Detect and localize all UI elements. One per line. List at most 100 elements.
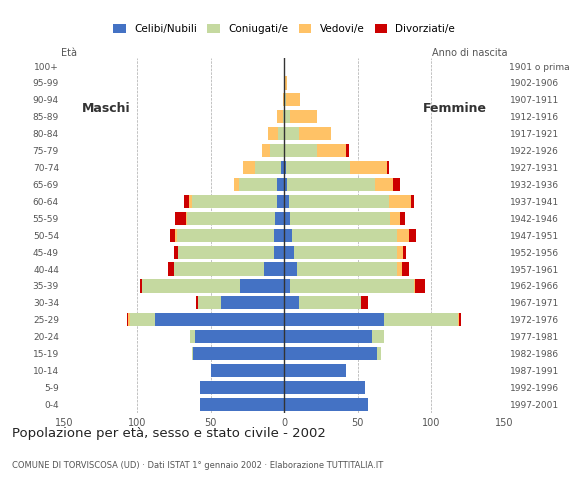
Bar xyxy=(240,279,284,292)
Bar xyxy=(459,313,461,326)
Bar xyxy=(262,144,270,157)
Bar xyxy=(190,330,194,343)
Bar xyxy=(277,178,284,191)
Bar xyxy=(198,296,221,310)
Text: Maschi: Maschi xyxy=(81,102,130,115)
Bar xyxy=(174,245,179,259)
Bar xyxy=(177,228,274,242)
Bar xyxy=(415,279,425,292)
Bar xyxy=(286,93,300,107)
Bar xyxy=(176,228,177,242)
Bar xyxy=(317,144,346,157)
Bar xyxy=(201,381,284,394)
Text: Età: Età xyxy=(61,48,77,58)
Bar xyxy=(284,263,298,276)
Bar xyxy=(186,212,187,225)
Bar xyxy=(290,110,317,123)
Bar xyxy=(372,330,384,343)
Bar xyxy=(196,296,198,310)
Bar xyxy=(187,212,276,225)
Bar xyxy=(277,195,284,208)
Bar xyxy=(397,263,402,276)
Bar xyxy=(284,245,295,259)
Bar xyxy=(389,195,411,208)
Bar xyxy=(282,93,284,107)
Bar xyxy=(184,195,188,208)
Bar xyxy=(387,161,389,174)
Text: Popolazione per età, sesso e stato civile - 2002: Popolazione per età, sesso e stato civil… xyxy=(12,427,325,440)
Bar xyxy=(264,263,284,276)
Bar xyxy=(188,195,191,208)
Bar xyxy=(284,144,317,157)
Bar xyxy=(238,178,277,191)
Bar xyxy=(155,313,284,326)
Bar xyxy=(282,110,284,123)
Bar xyxy=(400,212,405,225)
Bar xyxy=(411,195,414,208)
Bar xyxy=(375,178,393,191)
Text: Femmine: Femmine xyxy=(423,102,487,115)
Bar xyxy=(292,228,397,242)
Bar xyxy=(289,195,389,208)
Bar xyxy=(286,161,350,174)
Bar xyxy=(270,144,284,157)
Bar xyxy=(290,279,414,292)
Bar xyxy=(274,228,284,242)
Bar xyxy=(346,144,349,157)
Bar xyxy=(243,161,255,174)
Bar xyxy=(174,263,264,276)
Bar xyxy=(284,330,372,343)
Bar xyxy=(284,313,384,326)
Bar xyxy=(179,245,274,259)
Bar xyxy=(142,279,240,292)
Bar xyxy=(397,228,409,242)
Bar xyxy=(299,127,331,140)
Bar xyxy=(168,263,174,276)
Bar xyxy=(361,296,368,310)
Bar xyxy=(290,212,390,225)
Bar xyxy=(255,161,281,174)
Bar xyxy=(284,212,290,225)
Bar xyxy=(276,212,284,225)
Text: Anno di nascita: Anno di nascita xyxy=(432,48,508,58)
Bar xyxy=(268,127,278,140)
Bar xyxy=(140,279,142,292)
Bar xyxy=(281,161,284,174)
Bar xyxy=(397,245,403,259)
Bar xyxy=(284,93,286,107)
Bar xyxy=(295,245,397,259)
Bar xyxy=(277,110,282,123)
Bar xyxy=(194,330,284,343)
Bar xyxy=(409,228,416,242)
Text: COMUNE DI TORVISCOSA (UD) · Dati ISTAT 1° gennaio 2002 · Elaborazione TUTTITALIA: COMUNE DI TORVISCOSA (UD) · Dati ISTAT 1… xyxy=(12,461,383,470)
Bar xyxy=(274,245,284,259)
Bar xyxy=(130,313,155,326)
Bar xyxy=(414,279,415,292)
Bar xyxy=(278,127,284,140)
Bar xyxy=(377,347,381,360)
Bar xyxy=(176,212,186,225)
Bar xyxy=(284,161,286,174)
Bar xyxy=(284,110,290,123)
Bar xyxy=(221,296,284,310)
Bar xyxy=(284,127,299,140)
Bar xyxy=(284,76,287,90)
Bar xyxy=(299,296,361,310)
Bar xyxy=(284,364,346,377)
Bar xyxy=(390,212,400,225)
Bar xyxy=(350,161,387,174)
Bar xyxy=(393,178,400,191)
Bar xyxy=(234,178,238,191)
Bar xyxy=(201,398,284,411)
Bar xyxy=(284,228,292,242)
Bar xyxy=(298,263,397,276)
Bar xyxy=(402,263,409,276)
Bar xyxy=(458,313,459,326)
Bar xyxy=(284,381,365,394)
Bar xyxy=(211,364,284,377)
Bar xyxy=(284,195,289,208)
Bar xyxy=(191,347,193,360)
Bar xyxy=(169,228,176,242)
Bar xyxy=(127,313,128,326)
Bar xyxy=(384,313,458,326)
